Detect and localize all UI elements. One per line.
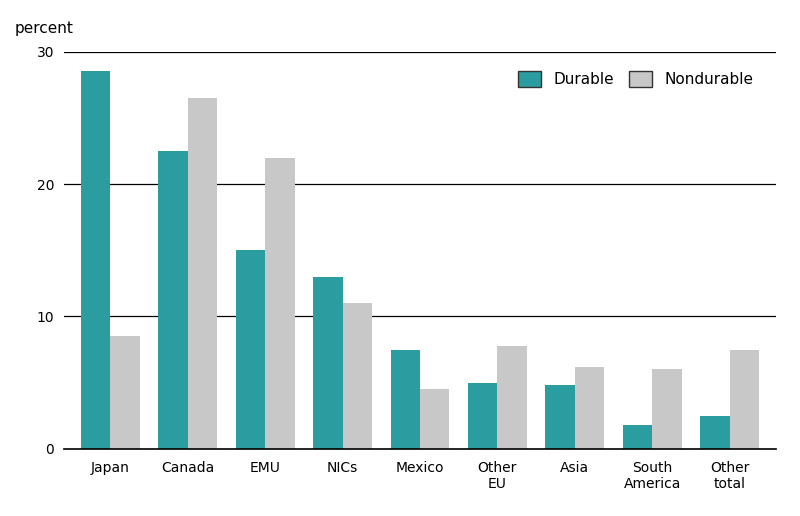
Bar <box>266 157 294 449</box>
Bar <box>498 346 527 449</box>
Bar <box>622 425 652 449</box>
Bar <box>700 416 730 449</box>
Text: percent: percent <box>14 21 73 36</box>
Bar <box>314 277 342 449</box>
Bar <box>158 151 188 449</box>
Bar <box>652 369 682 449</box>
Bar <box>730 350 759 449</box>
Bar <box>236 250 266 449</box>
Bar <box>420 389 450 449</box>
Bar <box>81 71 110 449</box>
Legend: Durable, Nondurable: Durable, Nondurable <box>510 63 762 94</box>
Bar <box>110 336 140 449</box>
Bar <box>342 303 372 449</box>
Bar <box>390 350 420 449</box>
Bar <box>188 98 218 449</box>
Bar <box>468 383 498 449</box>
Bar <box>574 367 604 449</box>
Bar <box>546 385 574 449</box>
